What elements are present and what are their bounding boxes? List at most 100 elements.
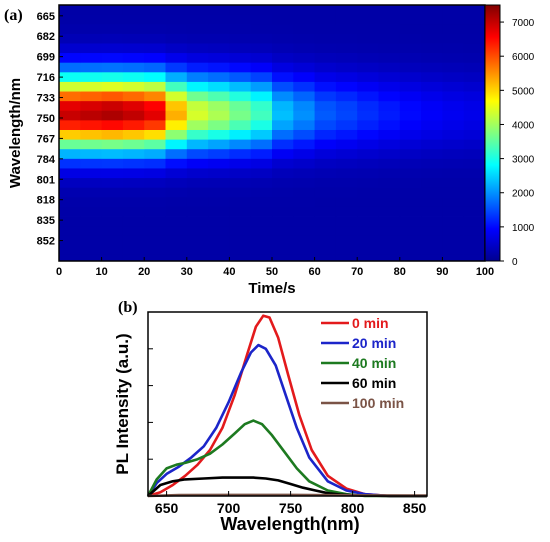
heatmap-cell bbox=[378, 139, 401, 150]
heatmap-cell bbox=[314, 254, 337, 262]
heatmap-cell bbox=[144, 129, 166, 141]
heatmap-cell bbox=[378, 5, 401, 16]
heatmap-cell bbox=[378, 91, 401, 102]
heatmap-cell bbox=[399, 149, 422, 160]
heatmap-cell bbox=[421, 254, 443, 262]
heatmap-cell bbox=[144, 139, 166, 150]
heatmap-cell bbox=[463, 129, 486, 141]
heatmap-cell bbox=[80, 139, 102, 150]
heatmap-cell bbox=[250, 197, 273, 208]
heatmap-cell bbox=[421, 206, 443, 217]
heatmap-cell bbox=[314, 245, 337, 256]
heatmap-cell bbox=[314, 101, 337, 112]
colorbar-tick-label: 7000 bbox=[512, 18, 535, 29]
line-plot-y-axis bbox=[148, 311, 153, 497]
heatmap-cell bbox=[250, 24, 273, 35]
heatmap-cell bbox=[144, 14, 166, 25]
heatmap-cell bbox=[144, 33, 166, 44]
heatmap-y-axis: 665 682 699 716 733 750 767 784 801 818 835 852 bbox=[37, 11, 63, 248]
heatmap-cell bbox=[314, 206, 337, 217]
heatmap-cell bbox=[122, 235, 145, 246]
heatmap-cell bbox=[442, 33, 465, 44]
heatmap-cell bbox=[463, 43, 486, 54]
heatmap-cell bbox=[378, 43, 401, 54]
heatmap-cell bbox=[293, 81, 315, 92]
heatmap-cell bbox=[250, 5, 273, 16]
heatmap-cell bbox=[144, 235, 166, 246]
heatmap-cell bbox=[144, 53, 166, 64]
heatmap-cell bbox=[378, 216, 401, 227]
heatmap-y-tick-label: 682 bbox=[37, 31, 55, 43]
heatmap-cell bbox=[229, 168, 252, 179]
heatmap-cell bbox=[144, 168, 166, 179]
heatmap-cell bbox=[122, 187, 145, 198]
heatmap-cell bbox=[101, 178, 124, 189]
heatmap-cell bbox=[399, 101, 422, 112]
heatmap-cell bbox=[59, 120, 81, 131]
heatmap-cell bbox=[399, 254, 422, 262]
heatmap-cell bbox=[399, 81, 422, 92]
heatmap-cell bbox=[357, 43, 379, 54]
heatmap-cell bbox=[165, 101, 188, 112]
series-line bbox=[147, 476, 427, 498]
heatmap-cell bbox=[144, 110, 166, 121]
heatmap-cell bbox=[357, 216, 379, 227]
heatmap-cell bbox=[421, 62, 443, 73]
heatmap-cell bbox=[421, 72, 443, 83]
heatmap-cell bbox=[59, 149, 81, 160]
legend-label: 0 min bbox=[352, 315, 389, 331]
heatmap-cell bbox=[378, 14, 401, 25]
heatmap-cell bbox=[101, 216, 124, 227]
heatmap-cell bbox=[357, 178, 379, 189]
heatmap-cell bbox=[144, 158, 166, 169]
heatmap-cell bbox=[293, 187, 315, 198]
heatmap-cell bbox=[250, 101, 273, 112]
heatmap-cell bbox=[165, 149, 188, 160]
heatmap-cell bbox=[165, 139, 188, 150]
heatmap-cell bbox=[229, 62, 252, 73]
heatmap-cell bbox=[378, 178, 401, 189]
heatmap-cell bbox=[378, 206, 401, 217]
heatmap-cell bbox=[463, 254, 486, 262]
heatmap-cell bbox=[165, 158, 188, 169]
heatmap-cell bbox=[186, 139, 209, 150]
heatmap-cell bbox=[101, 197, 124, 208]
heatmap-cell bbox=[272, 110, 294, 121]
heatmap-cell bbox=[186, 101, 209, 112]
heatmap-cell bbox=[293, 216, 315, 227]
heatmap-cell bbox=[122, 81, 145, 92]
heatmap-cell bbox=[442, 72, 465, 83]
heatmap-cell bbox=[378, 254, 401, 262]
heatmap-cell bbox=[421, 139, 443, 150]
heatmap-cell bbox=[357, 139, 379, 150]
heatmap-cell bbox=[186, 5, 209, 16]
heatmap-cell bbox=[250, 43, 273, 54]
heatmap-cell bbox=[335, 226, 358, 237]
heatmap-cell bbox=[463, 101, 486, 112]
heatmap-cell bbox=[272, 72, 294, 83]
heatmap-cell bbox=[250, 216, 273, 227]
heatmap-cell bbox=[378, 110, 401, 121]
heatmap-cell bbox=[144, 206, 166, 217]
heatmap-cell bbox=[122, 62, 145, 73]
heatmap-cell bbox=[442, 62, 465, 73]
heatmap-cell bbox=[357, 254, 379, 262]
heatmap-cell bbox=[101, 72, 124, 83]
heatmap-cell bbox=[357, 120, 379, 131]
heatmap-cell bbox=[250, 14, 273, 25]
heatmap-cell bbox=[122, 149, 145, 160]
heatmap-cell bbox=[101, 53, 124, 64]
heatmap-cell bbox=[421, 187, 443, 198]
heatmap-cell bbox=[101, 254, 124, 262]
colorbar-tick-label: 3000 bbox=[512, 155, 535, 166]
heatmap-cell bbox=[335, 245, 358, 256]
heatmap-cell bbox=[335, 187, 358, 198]
heatmap-cell bbox=[122, 206, 145, 217]
heatmap-cell bbox=[442, 81, 465, 92]
heatmap-cell bbox=[186, 168, 209, 179]
heatmap-cell bbox=[122, 158, 145, 169]
heatmap-cell bbox=[186, 14, 209, 25]
series-line bbox=[146, 419, 427, 498]
heatmap-cell bbox=[59, 14, 81, 25]
heatmap-cell bbox=[335, 168, 358, 179]
